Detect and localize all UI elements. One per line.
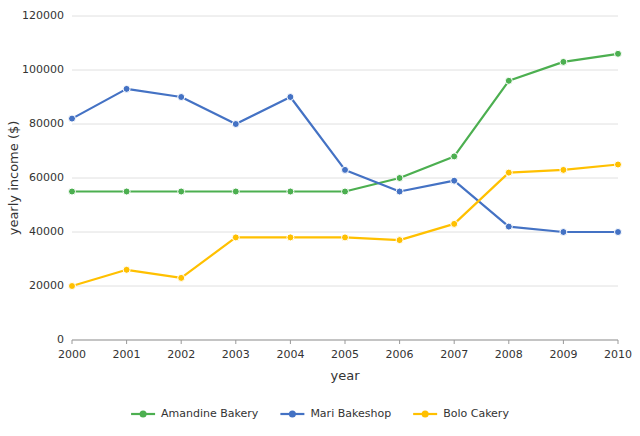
point — [342, 166, 349, 173]
point — [505, 77, 512, 84]
series-line — [72, 89, 618, 232]
y-axis-label: yearly income ($) — [6, 121, 21, 236]
point — [342, 188, 349, 195]
legend-label: Bolo Cakery — [443, 407, 509, 420]
x-tick — [72, 340, 73, 344]
point — [123, 85, 130, 92]
point — [615, 229, 622, 236]
legend-item: Bolo Cakery — [413, 407, 509, 420]
grid-line — [72, 232, 618, 233]
point — [342, 234, 349, 241]
x-tick-label: 2004 — [276, 348, 304, 361]
point — [451, 177, 458, 184]
x-tick-label: 2007 — [440, 348, 468, 361]
x-tick-label: 2003 — [222, 348, 250, 361]
series-line — [72, 165, 618, 287]
x-tick-label: 2008 — [495, 348, 523, 361]
point — [287, 94, 294, 101]
point — [123, 266, 130, 273]
chart-container: 0 20000 40000 60000 80000 100000 120000 2000 200… — [0, 0, 640, 436]
point — [396, 237, 403, 244]
point — [232, 188, 239, 195]
legend-marker — [289, 411, 296, 418]
plot-area — [69, 50, 622, 289]
point — [232, 121, 239, 128]
grid-line — [72, 178, 618, 179]
y-tick-label: 20000 — [29, 279, 64, 292]
legend-label: Mari Bakeshop — [310, 407, 391, 420]
point — [232, 234, 239, 241]
point — [396, 175, 403, 182]
point — [178, 188, 185, 195]
point — [560, 58, 567, 65]
grid-line — [72, 16, 618, 17]
point — [615, 50, 622, 57]
point — [178, 94, 185, 101]
x-tick — [290, 340, 291, 344]
point — [451, 220, 458, 227]
y-tick-label: 100000 — [22, 63, 64, 76]
x-tick-label: 2010 — [604, 348, 632, 361]
legend-item: Mari Bakeshop — [280, 407, 391, 420]
point — [178, 274, 185, 281]
point — [505, 223, 512, 230]
point — [396, 188, 403, 195]
point — [560, 229, 567, 236]
legend-label: Amandine Bakery — [161, 407, 259, 420]
y-tick-label: 120000 — [22, 9, 64, 22]
y-tick-label: 0 — [57, 333, 64, 346]
point — [69, 283, 76, 290]
x-tick — [454, 340, 455, 344]
x-tick — [235, 340, 236, 344]
y-tick-label: 80000 — [29, 117, 64, 130]
point — [287, 188, 294, 195]
x-axis-label: year — [330, 368, 360, 383]
point — [451, 153, 458, 160]
x-tick — [345, 340, 346, 344]
x-tick — [618, 340, 619, 344]
point — [69, 188, 76, 195]
axes: 0 20000 40000 60000 80000 100000 120000 2000 200… — [22, 9, 632, 361]
point — [287, 234, 294, 241]
x-tick-label: 2005 — [331, 348, 359, 361]
x-tick-label: 2006 — [386, 348, 414, 361]
x-tick-label: 2000 — [58, 348, 86, 361]
y-tick-label: 60000 — [29, 171, 64, 184]
point — [69, 115, 76, 122]
x-tick — [181, 340, 182, 344]
y-tick-label: 40000 — [29, 225, 64, 238]
grid-line — [72, 286, 618, 287]
x-tick — [399, 340, 400, 344]
legend-item: Amandine Bakery — [131, 407, 259, 420]
point — [123, 188, 130, 195]
legend-marker — [140, 411, 147, 418]
point — [560, 166, 567, 173]
point — [615, 161, 622, 168]
legend-marker — [422, 411, 429, 418]
x-tick — [563, 340, 564, 344]
x-tick — [126, 340, 127, 344]
legend: Amandine Bakery Mari Bakeshop Bolo Cakery — [131, 407, 509, 420]
grid — [72, 16, 618, 340]
grid-line — [72, 124, 618, 125]
x-tick-label: 2009 — [549, 348, 577, 361]
x-tick-label: 2001 — [113, 348, 141, 361]
chart-svg: 0 20000 40000 60000 80000 100000 120000 2000 200… — [0, 0, 640, 436]
x-tick-label: 2002 — [167, 348, 195, 361]
x-tick — [508, 340, 509, 344]
point — [505, 169, 512, 176]
